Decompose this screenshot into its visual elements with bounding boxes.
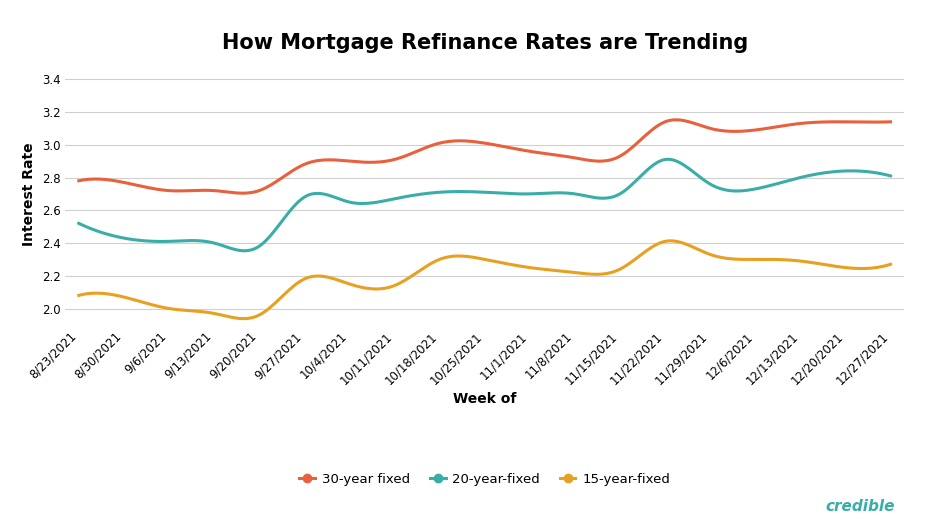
- 15-year-fixed: [239, 315, 250, 322]
- Text: credible: credible: [825, 498, 895, 514]
- 30-year fixed: [75, 177, 87, 183]
- 15-year-fixed: [665, 238, 677, 244]
- 20-year-fixed: [74, 220, 85, 226]
- 30-year fixed: [762, 125, 774, 132]
- 20-year-fixed: [75, 222, 87, 228]
- 30-year fixed: [884, 118, 896, 125]
- Line: 30-year fixed: 30-year fixed: [79, 120, 890, 193]
- 30-year fixed: [559, 153, 570, 159]
- 15-year-fixed: [75, 291, 87, 298]
- 20-year-fixed: [572, 191, 583, 198]
- 30-year fixed: [556, 152, 568, 159]
- 15-year-fixed: [572, 270, 583, 276]
- 15-year-fixed: [559, 268, 570, 275]
- 15-year-fixed: [815, 260, 826, 267]
- Line: 20-year-fixed: 20-year-fixed: [79, 159, 890, 251]
- 15-year-fixed: [884, 261, 896, 267]
- 30-year fixed: [572, 155, 583, 161]
- Y-axis label: Interest Rate: Interest Rate: [22, 142, 36, 246]
- 20-year-fixed: [663, 156, 674, 162]
- 20-year-fixed: [815, 170, 826, 177]
- X-axis label: Week of: Week of: [453, 392, 516, 407]
- 30-year fixed: [74, 178, 85, 184]
- 30-year fixed: [236, 190, 247, 196]
- 20-year-fixed: [559, 190, 570, 196]
- 20-year-fixed: [762, 183, 774, 189]
- 15-year-fixed: [556, 268, 568, 274]
- 20-year-fixed: [884, 173, 896, 179]
- Title: How Mortgage Refinance Rates are Trending: How Mortgage Refinance Rates are Trendin…: [222, 33, 747, 53]
- 20-year-fixed: [239, 248, 250, 254]
- Line: 15-year-fixed: 15-year-fixed: [79, 241, 890, 319]
- 15-year-fixed: [74, 292, 85, 299]
- 30-year fixed: [815, 119, 826, 125]
- 20-year-fixed: [556, 190, 568, 196]
- 15-year-fixed: [762, 256, 774, 263]
- Legend: 30-year fixed, 20-year-fixed, 15-year-fixed: 30-year fixed, 20-year-fixed, 15-year-fi…: [295, 468, 675, 492]
- 30-year fixed: [670, 117, 681, 123]
